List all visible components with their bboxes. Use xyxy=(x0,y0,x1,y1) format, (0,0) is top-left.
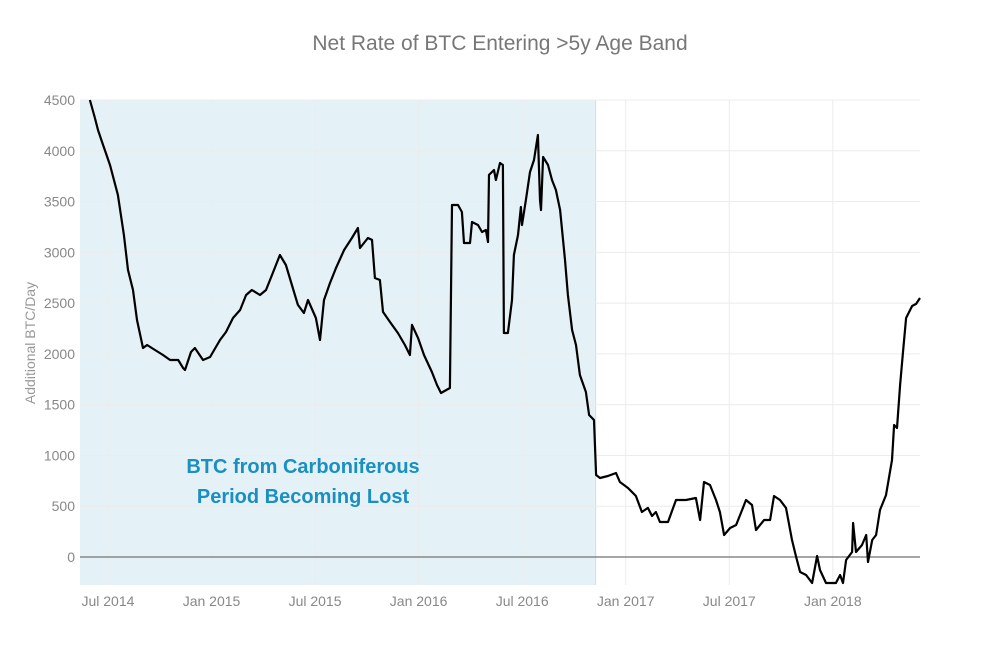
y-axis-label: Additional BTC/Day xyxy=(22,282,38,404)
annotation-text: Period Becoming Lost xyxy=(197,486,410,508)
shaded-region xyxy=(80,100,596,585)
y-tick-label: 1500 xyxy=(44,397,75,413)
y-tick-label: 500 xyxy=(52,498,76,514)
y-tick-label: 4000 xyxy=(44,143,75,159)
y-tick-label: 3500 xyxy=(44,194,75,210)
y-tick-label: 2500 xyxy=(44,295,75,311)
x-tick-label: Jan 2016 xyxy=(390,593,448,609)
x-tick-label: Jul 2015 xyxy=(289,593,342,609)
annotation-text: BTC from Carboniferous xyxy=(186,456,419,478)
chart-title: Net Rate of BTC Entering >5y Age Band xyxy=(312,32,687,55)
x-tick-label: Jul 2016 xyxy=(496,593,549,609)
y-tick-label: 3000 xyxy=(44,244,75,260)
x-tick-label: Jan 2015 xyxy=(183,593,241,609)
series-line xyxy=(88,99,921,585)
x-tick-label: Jan 2018 xyxy=(804,593,862,609)
y-tick-label: 2000 xyxy=(44,346,75,362)
x-tick-label: Jul 2017 xyxy=(703,593,756,609)
x-tick-label: Jul 2014 xyxy=(81,593,134,609)
x-tick-label: Jan 2017 xyxy=(597,593,655,609)
y-tick-label: 1000 xyxy=(44,447,75,463)
y-tick-label: 4500 xyxy=(44,92,75,108)
y-tick-label: 0 xyxy=(67,549,75,565)
